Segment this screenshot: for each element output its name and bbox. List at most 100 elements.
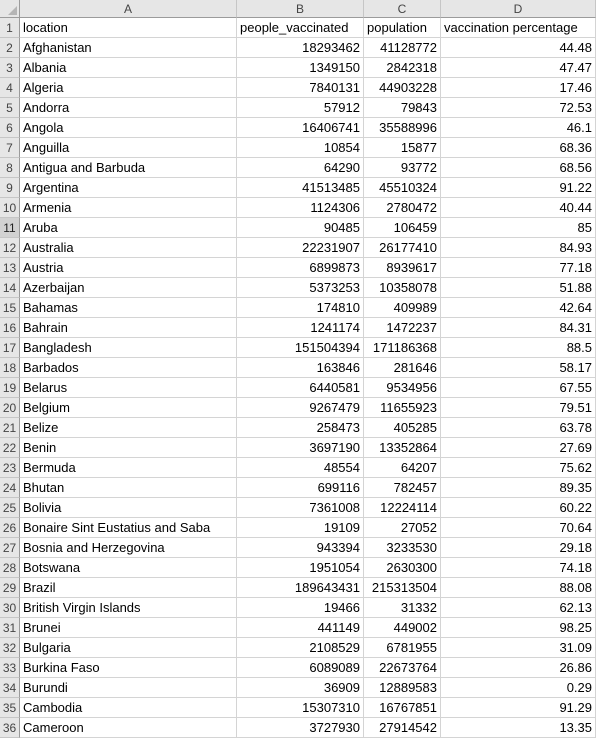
- row-header[interactable]: 24: [0, 478, 20, 498]
- cell-location[interactable]: Anguilla: [20, 138, 237, 158]
- row-header[interactable]: 8: [0, 158, 20, 178]
- cell-people-vaccinated[interactable]: 6089089: [237, 658, 364, 678]
- cell-people-vaccinated[interactable]: 1241174: [237, 318, 364, 338]
- cell-location[interactable]: Brunei: [20, 618, 237, 638]
- cell-vaccination-percentage[interactable]: 46.1: [441, 118, 596, 138]
- cell-population[interactable]: 26177410: [364, 238, 441, 258]
- cell-population[interactable]: 405285: [364, 418, 441, 438]
- cell-location[interactable]: Belgium: [20, 398, 237, 418]
- row-header[interactable]: 2: [0, 38, 20, 58]
- cell-population[interactable]: 12224114: [364, 498, 441, 518]
- cell-people-vaccinated[interactable]: 16406741: [237, 118, 364, 138]
- cell-population[interactable]: 27052: [364, 518, 441, 538]
- cell-vaccination-percentage[interactable]: 88.5: [441, 338, 596, 358]
- cell-population[interactable]: 11655923: [364, 398, 441, 418]
- cell-population[interactable]: population: [364, 18, 441, 38]
- row-header[interactable]: 35: [0, 698, 20, 718]
- cell-people-vaccinated[interactable]: 7840131: [237, 78, 364, 98]
- row-header[interactable]: 16: [0, 318, 20, 338]
- row-header[interactable]: 14: [0, 278, 20, 298]
- cell-population[interactable]: 6781955: [364, 638, 441, 658]
- cell-vaccination-percentage[interactable]: 67.55: [441, 378, 596, 398]
- cell-population[interactable]: 79843: [364, 98, 441, 118]
- cell-people-vaccinated[interactable]: 441149: [237, 618, 364, 638]
- cell-location[interactable]: Bosnia and Herzegovina: [20, 538, 237, 558]
- cell-vaccination-percentage[interactable]: 26.86: [441, 658, 596, 678]
- cell-vaccination-percentage[interactable]: 91.29: [441, 698, 596, 718]
- cell-people-vaccinated[interactable]: 3697190: [237, 438, 364, 458]
- cell-population[interactable]: 31332: [364, 598, 441, 618]
- cell-location[interactable]: Burkina Faso: [20, 658, 237, 678]
- cell-vaccination-percentage[interactable]: 58.17: [441, 358, 596, 378]
- cell-location[interactable]: Brazil: [20, 578, 237, 598]
- cell-location[interactable]: Cameroon: [20, 718, 237, 738]
- cell-location[interactable]: Belize: [20, 418, 237, 438]
- cell-location[interactable]: Belarus: [20, 378, 237, 398]
- cell-population[interactable]: 27914542: [364, 718, 441, 738]
- cell-location[interactable]: Bhutan: [20, 478, 237, 498]
- row-header[interactable]: 11: [0, 218, 20, 238]
- row-header[interactable]: 10: [0, 198, 20, 218]
- cell-population[interactable]: 41128772: [364, 38, 441, 58]
- cell-population[interactable]: 2630300: [364, 558, 441, 578]
- cell-people-vaccinated[interactable]: 163846: [237, 358, 364, 378]
- cell-vaccination-percentage[interactable]: 85: [441, 218, 596, 238]
- cell-vaccination-percentage[interactable]: 40.44: [441, 198, 596, 218]
- row-header[interactable]: 25: [0, 498, 20, 518]
- cell-people-vaccinated[interactable]: 90485: [237, 218, 364, 238]
- cell-people-vaccinated[interactable]: 57912: [237, 98, 364, 118]
- cell-vaccination-percentage[interactable]: 74.18: [441, 558, 596, 578]
- cell-vaccination-percentage[interactable]: 79.51: [441, 398, 596, 418]
- cell-people-vaccinated[interactable]: 48554: [237, 458, 364, 478]
- row-header[interactable]: 29: [0, 578, 20, 598]
- cell-vaccination-percentage[interactable]: 44.48: [441, 38, 596, 58]
- row-header[interactable]: 13: [0, 258, 20, 278]
- cell-people-vaccinated[interactable]: 1349150: [237, 58, 364, 78]
- cell-population[interactable]: 1472237: [364, 318, 441, 338]
- column-header-d[interactable]: D: [441, 0, 596, 18]
- cell-people-vaccinated[interactable]: people_vaccinated: [237, 18, 364, 38]
- row-header[interactable]: 9: [0, 178, 20, 198]
- cell-vaccination-percentage[interactable]: 75.62: [441, 458, 596, 478]
- row-header[interactable]: 20: [0, 398, 20, 418]
- cell-vaccination-percentage[interactable]: vaccination percentage: [441, 18, 596, 38]
- row-header[interactable]: 22: [0, 438, 20, 458]
- cell-population[interactable]: 12889583: [364, 678, 441, 698]
- row-header[interactable]: 33: [0, 658, 20, 678]
- cell-location[interactable]: Austria: [20, 258, 237, 278]
- row-header[interactable]: 18: [0, 358, 20, 378]
- cell-vaccination-percentage[interactable]: 47.47: [441, 58, 596, 78]
- cell-people-vaccinated[interactable]: 1951054: [237, 558, 364, 578]
- cell-population[interactable]: 22673764: [364, 658, 441, 678]
- cell-population[interactable]: 2780472: [364, 198, 441, 218]
- cell-vaccination-percentage[interactable]: 51.88: [441, 278, 596, 298]
- cell-population[interactable]: 9534956: [364, 378, 441, 398]
- row-header[interactable]: 12: [0, 238, 20, 258]
- column-header-c[interactable]: C: [364, 0, 441, 18]
- cell-population[interactable]: 3233530: [364, 538, 441, 558]
- cell-people-vaccinated[interactable]: 64290: [237, 158, 364, 178]
- cell-vaccination-percentage[interactable]: 89.35: [441, 478, 596, 498]
- row-header[interactable]: 27: [0, 538, 20, 558]
- row-header[interactable]: 5: [0, 98, 20, 118]
- cell-vaccination-percentage[interactable]: 62.13: [441, 598, 596, 618]
- cell-population[interactable]: 106459: [364, 218, 441, 238]
- row-header[interactable]: 34: [0, 678, 20, 698]
- row-header[interactable]: 6: [0, 118, 20, 138]
- cell-location[interactable]: British Virgin Islands: [20, 598, 237, 618]
- cell-people-vaccinated[interactable]: 9267479: [237, 398, 364, 418]
- cell-location[interactable]: Angola: [20, 118, 237, 138]
- cell-people-vaccinated[interactable]: 1124306: [237, 198, 364, 218]
- cell-people-vaccinated[interactable]: 36909: [237, 678, 364, 698]
- cell-location[interactable]: Bahrain: [20, 318, 237, 338]
- cell-population[interactable]: 93772: [364, 158, 441, 178]
- cell-people-vaccinated[interactable]: 189643431: [237, 578, 364, 598]
- cell-vaccination-percentage[interactable]: 60.22: [441, 498, 596, 518]
- cell-population[interactable]: 10358078: [364, 278, 441, 298]
- row-header[interactable]: 31: [0, 618, 20, 638]
- cell-population[interactable]: 281646: [364, 358, 441, 378]
- cell-vaccination-percentage[interactable]: 68.56: [441, 158, 596, 178]
- cell-vaccination-percentage[interactable]: 98.25: [441, 618, 596, 638]
- cell-location[interactable]: Afghanistan: [20, 38, 237, 58]
- cell-population[interactable]: 45510324: [364, 178, 441, 198]
